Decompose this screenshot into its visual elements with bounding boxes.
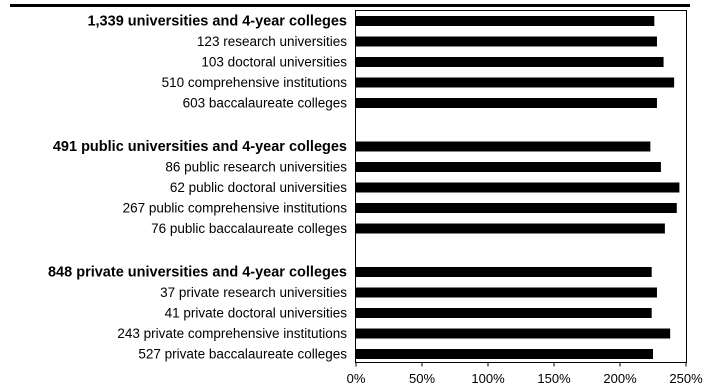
- category-label: 41 private doctoral universities: [165, 306, 348, 321]
- category-label: 510 comprehensive institutions: [162, 75, 348, 90]
- bar: [356, 98, 657, 108]
- category-label: 103 doctoral universities: [201, 55, 347, 70]
- bar: [356, 267, 652, 277]
- bar: [356, 287, 657, 298]
- x-axis: 0% 50% 100% 150% 200% 250%: [347, 362, 703, 386]
- category-label: 76 public baccalaureate colleges: [151, 221, 347, 236]
- bar: [356, 36, 657, 47]
- category-label: 37 private research universities: [160, 285, 347, 300]
- x-tick-label: 250%: [669, 371, 703, 386]
- category-label: 267 public comprehensive institutions: [123, 201, 348, 216]
- category-label: 603 baccalaureate colleges: [183, 96, 348, 111]
- bar: [356, 203, 677, 213]
- bar: [356, 223, 665, 234]
- group-label: 1,339 universities and 4-year colleges: [87, 14, 347, 30]
- group-label: 491 public universities and 4-year colle…: [53, 139, 347, 155]
- bar: [356, 141, 651, 152]
- x-tick-label: 150%: [537, 371, 571, 386]
- bar: [356, 16, 655, 26]
- x-tick-label: 100%: [471, 371, 505, 386]
- group-label: 848 private universities and 4-year coll…: [48, 265, 347, 281]
- bar: [356, 57, 664, 67]
- category-label: 62 public doctoral universities: [170, 180, 347, 195]
- bar: [356, 77, 675, 88]
- bar: [356, 349, 653, 359]
- category-label: 243 private comprehensive institutions: [117, 326, 347, 341]
- category-label: 123 research universities: [197, 34, 347, 49]
- x-tick-label: 50%: [409, 371, 435, 386]
- plot-frame: [355, 10, 687, 363]
- labels-layer: 1,339 universities and 4-year colleges 12…: [48, 14, 347, 362]
- bar: [356, 328, 671, 339]
- bar: [356, 308, 652, 318]
- x-tick-label: 0%: [347, 371, 366, 386]
- bar: [356, 162, 661, 172]
- x-tick-label: 200%: [603, 371, 637, 386]
- category-label: 527 private baccalaureate colleges: [138, 347, 347, 362]
- category-label: 86 public research universities: [165, 160, 347, 175]
- bar: [356, 182, 680, 193]
- bars-layer: [356, 16, 680, 359]
